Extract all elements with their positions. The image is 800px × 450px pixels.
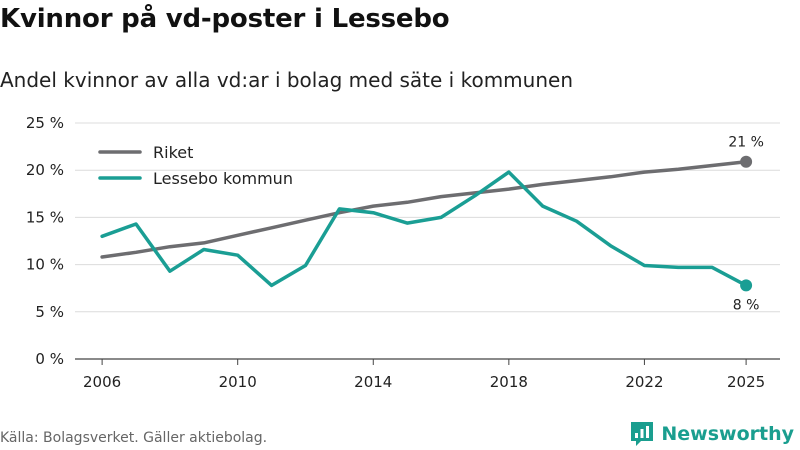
end-point-riket — [740, 155, 753, 168]
chart-title: Kvinnor på vd-poster i Lessebo — [0, 4, 450, 34]
y-tick-label: 0 % — [35, 350, 64, 368]
x-tick-label: 2025 — [727, 373, 765, 391]
y-tick-label: 25 % — [26, 114, 64, 132]
data-label-riket: 21 % — [728, 135, 764, 151]
y-tick-label: 20 % — [26, 161, 64, 179]
x-tick-label: 2014 — [354, 373, 392, 391]
brand-name: Newsworthy — [661, 423, 794, 445]
data-label-lessebo: 8 % — [733, 297, 760, 313]
series-line-lessebo — [100, 170, 748, 288]
series-line-riket — [100, 159, 748, 259]
x-tick-label: 2022 — [625, 373, 663, 391]
x-tick-label: 2018 — [490, 373, 528, 391]
brand-logo: Newsworthy — [629, 420, 794, 448]
end-point-lessebo — [740, 279, 753, 292]
legend-label: Lessebo kommun — [153, 169, 293, 188]
y-tick-label: 10 % — [26, 256, 64, 274]
x-tick-label: 2006 — [83, 373, 121, 391]
x-tick-label: 2010 — [219, 373, 257, 391]
legend-label: Riket — [153, 143, 193, 162]
y-tick-label: 5 % — [35, 303, 64, 321]
y-tick-label: 15 % — [26, 208, 64, 226]
chart-subtitle: Andel kvinnor av alla vd:ar i bolag med … — [0, 68, 573, 92]
source-note: Källa: Bolagsverket. Gäller aktiebolag. — [0, 430, 268, 446]
newsworthy-logo-icon — [631, 422, 654, 446]
